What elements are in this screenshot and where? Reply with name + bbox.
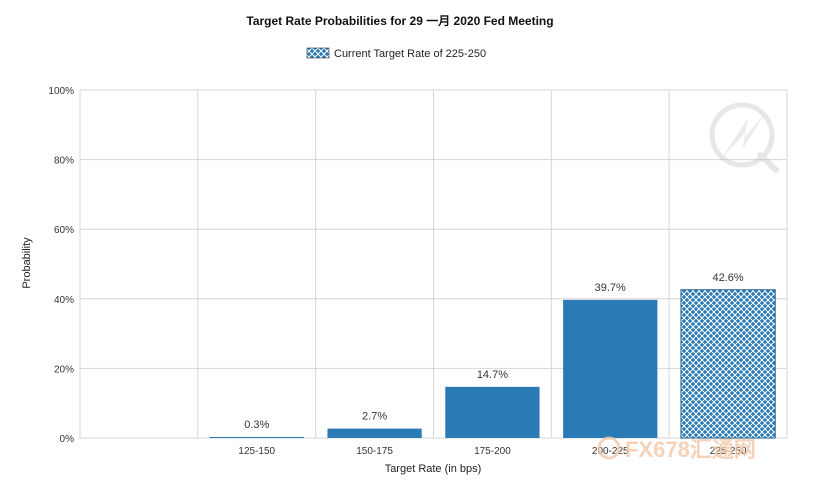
x-axis-ticks: 125-150 150-175 175-200 200-225 225-250 (238, 446, 746, 457)
watermark-logo (709, 102, 779, 173)
legend-label: Current Target Rate of 225-250 (334, 48, 486, 60)
y-axis-ticks: 0% 20% 40% 60% 80% 100% (48, 86, 74, 445)
watermark-text: FX678汇通网 (625, 437, 756, 462)
y-axis-label: Probability (21, 237, 33, 289)
grid-lines (79, 89, 788, 439)
data-label-200-225: 39.7% (595, 282, 626, 294)
bar-175-200 (445, 386, 540, 438)
x-axis-label: Target Rate (in bps) (385, 463, 482, 475)
watermark-icon (597, 436, 621, 460)
y-tick-label: 40% (54, 295, 74, 306)
y-tick-label: 80% (54, 156, 74, 167)
x-tick-label-150-175: 150-175 (356, 446, 393, 457)
bar-125-150 (209, 436, 304, 438)
legend: Current Target Rate of 225-250 (306, 47, 486, 60)
x-tick-label-175-200: 175-200 (474, 446, 511, 457)
x-tick-label-225-250: 225-250 (710, 446, 747, 457)
y-tick-label: 60% (54, 225, 74, 236)
data-label-125-150: 0.3% (244, 419, 269, 431)
y-tick-label: 20% (54, 364, 74, 375)
x-tick-label-200-225: 200-225 (592, 446, 629, 457)
data-labels: 0.3% 2.7% 14.7% 39.7% 42.6% (244, 272, 744, 431)
legend-swatch (306, 47, 330, 59)
bar-150-175 (327, 428, 422, 438)
bar-225-250 (680, 289, 776, 439)
chart-title: Target Rate Probabilities for 29 一月 2020… (246, 14, 553, 28)
data-label-150-175: 2.7% (362, 411, 387, 423)
bar-200-225 (563, 299, 658, 438)
bars (209, 289, 776, 439)
x-tick-label-125-150: 125-150 (238, 446, 275, 457)
data-label-225-250: 42.6% (712, 272, 743, 284)
y-tick-label: 100% (48, 86, 74, 97)
data-label-175-200: 14.7% (477, 369, 508, 381)
watermark-fx678: FX678汇通网 (597, 436, 756, 462)
y-tick-label: 0% (60, 434, 75, 445)
